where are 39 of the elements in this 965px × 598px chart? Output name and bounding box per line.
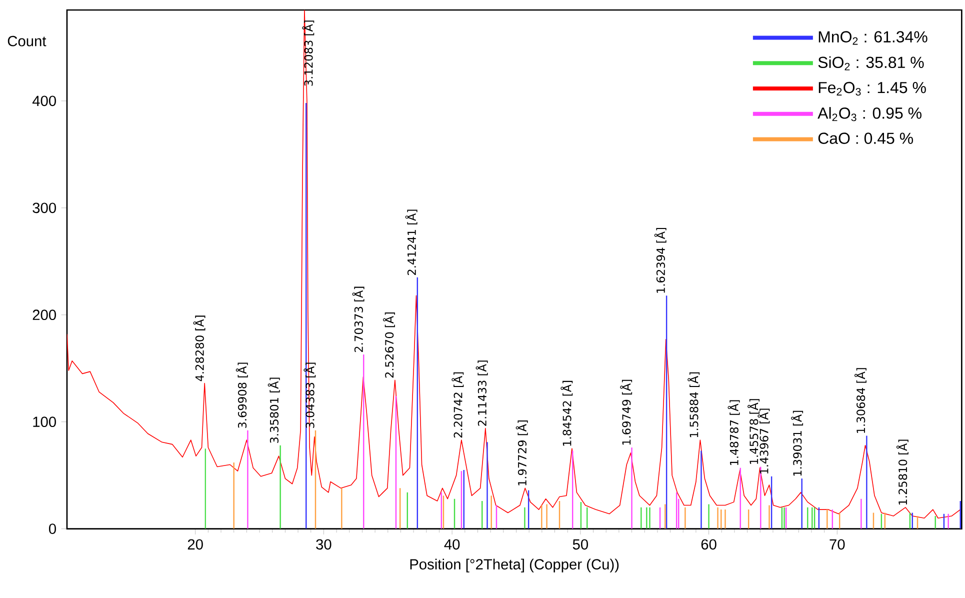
annotation: 1.84542 [Å]	[560, 381, 573, 446]
x-tick-label: 60	[701, 539, 716, 550]
x-tick-label: 70	[830, 539, 845, 550]
annotation: 1.43967 [Å]	[758, 408, 770, 474]
legend-label: Al$_{2}$O$_{3}$ : 0.95 %	[818, 107, 922, 122]
x-axis-title: Position [°2Theta] (Copper (Cu))	[410, 558, 619, 572]
annotation: 3.04383 [Å]	[304, 362, 316, 428]
annotation: 1.39031 [Å]	[791, 410, 804, 476]
legend-label: Fe$_{2}$O$_{3}$ : 1.45 %	[818, 82, 926, 96]
annotation: 1.48787 [Å]	[728, 400, 740, 466]
annotation: 1.25810 [Å]	[896, 440, 908, 505]
annotation: 2.70373 [Å]	[352, 286, 364, 352]
y-tick-label: 200	[32, 310, 56, 320]
y-tick-label: 0	[48, 524, 56, 534]
annotation: 2.11433 [Å]	[476, 360, 488, 426]
y-tick-label: 400	[32, 96, 56, 106]
legend-label: MnO$_{2}$ : 61.34%	[818, 31, 928, 45]
annotation: 2.20742 [Å]	[452, 372, 464, 438]
x-tick-label: 40	[444, 539, 460, 550]
annotation: 1.97729 [Å]	[516, 420, 528, 486]
annotation: 2.41241 [Å]	[405, 210, 418, 276]
x-tick-label: 50	[572, 539, 588, 550]
annotation: 3.12083 [Å]	[302, 20, 314, 86]
x-tick-label: 20	[188, 539, 203, 550]
annotation: 2.52670 [Å]	[382, 312, 395, 378]
y-axis-title: Count	[8, 36, 46, 46]
annotation: 1.62394 [Å]	[654, 228, 666, 293]
legend-label: CaO : 0.45 %	[818, 132, 914, 144]
annotation: 1.55884 [Å]	[688, 372, 700, 438]
annotation: 1.69749 [Å]	[620, 380, 632, 445]
annotation: 3.35801 [Å]	[268, 378, 280, 444]
y-tick-label: 100	[33, 416, 56, 428]
legend-label: SiO$_{2}$ : 35.81 %	[818, 56, 924, 70]
x-tick-label: 30	[316, 539, 332, 550]
annotation: 1.30684 [Å]	[854, 368, 866, 433]
y-tick-label: 300	[32, 202, 56, 214]
annotation: 4.28280 [Å]	[193, 316, 206, 382]
annotation: 3.69908 [Å]	[236, 362, 248, 428]
line-series	[66, 10, 961, 519]
